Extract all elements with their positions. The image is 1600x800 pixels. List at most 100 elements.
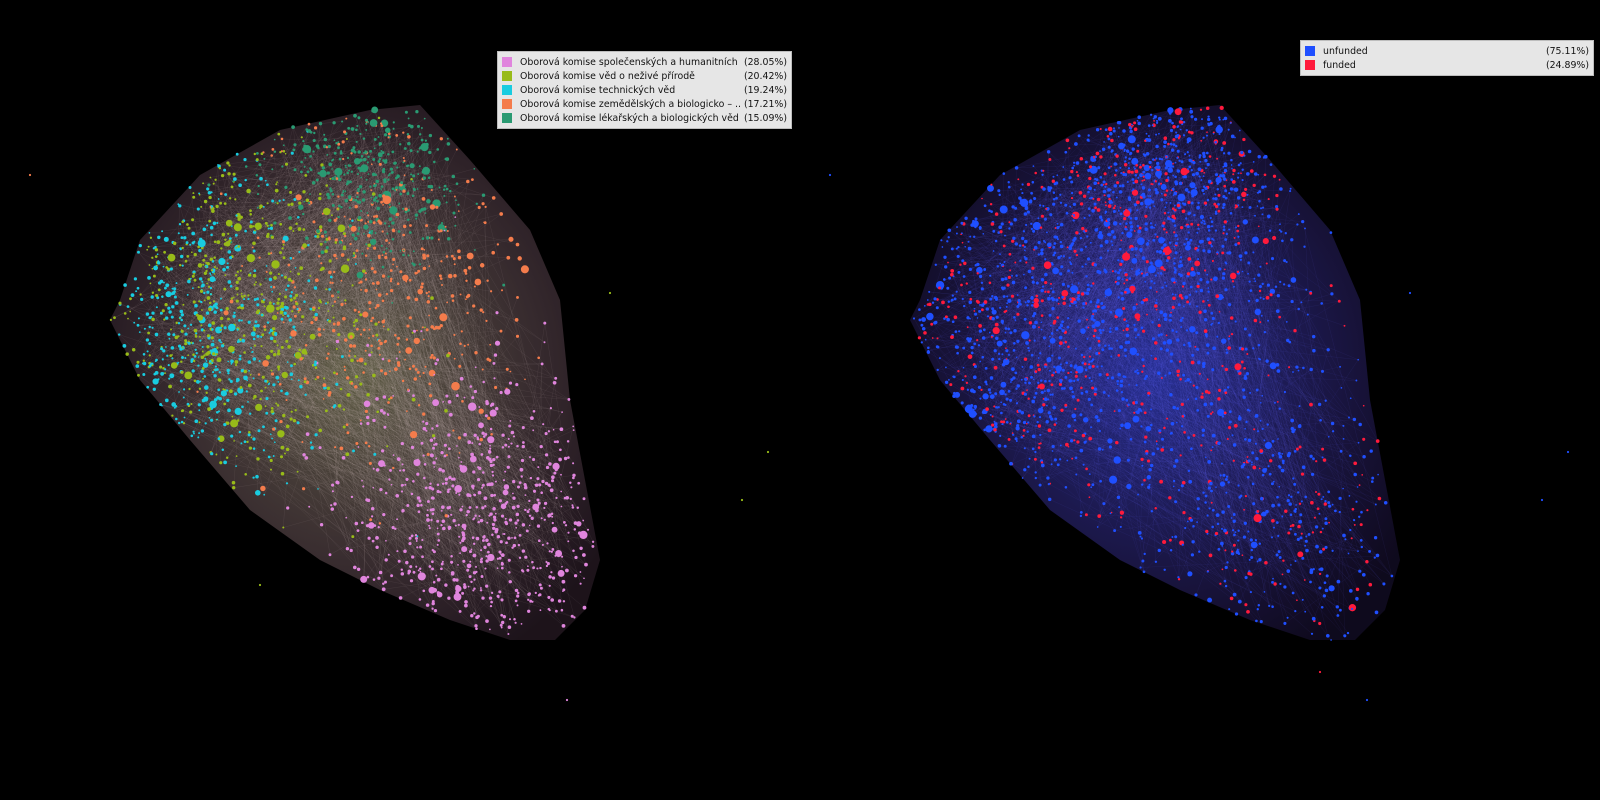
graph-node xyxy=(451,299,455,302)
graph-node xyxy=(1147,391,1151,396)
graph-node xyxy=(229,284,233,288)
graph-node xyxy=(1101,448,1104,451)
graph-node xyxy=(1176,156,1179,160)
graph-node xyxy=(547,430,551,433)
graph-node xyxy=(1256,205,1259,207)
graph-node xyxy=(1129,347,1138,356)
graph-node xyxy=(430,353,434,357)
graph-node xyxy=(1201,361,1206,366)
graph-node xyxy=(247,401,249,403)
graph-node xyxy=(544,432,548,436)
graph-node xyxy=(540,362,544,366)
graph-node xyxy=(366,421,370,426)
graph-node xyxy=(230,419,239,428)
graph-node xyxy=(1042,336,1046,340)
graph-node xyxy=(1070,196,1074,200)
graph-node xyxy=(1133,327,1138,332)
graph-node xyxy=(447,488,450,492)
graph-node xyxy=(143,327,146,330)
graph-node xyxy=(483,221,485,224)
graph-node xyxy=(980,388,983,392)
graph-node xyxy=(1243,327,1247,331)
graph-node xyxy=(1248,206,1252,209)
graph-node xyxy=(1160,266,1164,270)
graph-node xyxy=(1004,403,1007,407)
graph-node xyxy=(1169,318,1172,322)
graph-node xyxy=(152,378,159,385)
graph-node xyxy=(537,594,541,597)
graph-node xyxy=(1207,299,1209,302)
graph-node xyxy=(1051,179,1055,183)
graph-node xyxy=(235,364,238,367)
graph-node xyxy=(422,420,425,423)
graph-node xyxy=(1091,364,1095,368)
graph-node xyxy=(1123,318,1126,321)
network-graph-right-canvas xyxy=(828,105,1570,702)
graph-node xyxy=(1259,496,1264,501)
graph-node xyxy=(1141,256,1146,260)
graph-node xyxy=(208,360,212,363)
graph-node xyxy=(207,323,212,328)
graph-node xyxy=(205,391,208,394)
graph-node xyxy=(207,285,211,288)
graph-node xyxy=(1145,452,1149,455)
graph-node xyxy=(431,601,435,606)
graph-node xyxy=(167,253,176,262)
graph-node xyxy=(352,252,356,255)
graph-node xyxy=(1283,585,1287,589)
graph-node xyxy=(1171,536,1174,538)
graph-node xyxy=(1278,315,1281,319)
graph-node xyxy=(491,533,494,536)
graph-node xyxy=(468,494,472,498)
graph-node xyxy=(1258,199,1261,203)
graph-node xyxy=(1312,348,1316,353)
graph-node xyxy=(383,372,388,376)
graph-node xyxy=(956,351,959,355)
graph-node xyxy=(332,328,336,333)
graph-node xyxy=(371,109,375,113)
graph-node xyxy=(1104,288,1113,297)
graph-node xyxy=(426,300,431,304)
graph-node xyxy=(206,261,210,266)
graph-node xyxy=(1223,528,1227,533)
graph-node xyxy=(1054,227,1057,229)
graph-node xyxy=(285,482,289,485)
graph-node xyxy=(407,141,411,146)
graph-node xyxy=(552,380,557,385)
graph-node xyxy=(1206,131,1208,134)
graph-node xyxy=(1130,170,1134,174)
graph-node xyxy=(290,410,293,413)
graph-node xyxy=(440,510,443,512)
graph-node xyxy=(133,321,136,324)
graph-node xyxy=(421,237,425,240)
graph-node xyxy=(1259,207,1263,210)
graph-node xyxy=(1267,465,1270,468)
graph-node xyxy=(252,337,256,341)
graph-node xyxy=(1295,447,1299,451)
graph-node xyxy=(1188,302,1191,306)
graph-node xyxy=(385,292,389,296)
graph-node xyxy=(1199,160,1202,163)
graph-node xyxy=(1305,535,1308,538)
graph-node xyxy=(1357,441,1360,444)
graph-node xyxy=(1287,284,1291,288)
graph-node xyxy=(1002,244,1006,248)
graph-node xyxy=(328,259,332,263)
graph-node xyxy=(1093,309,1098,313)
graph-node xyxy=(417,569,420,572)
graph-node xyxy=(227,250,232,254)
graph-node xyxy=(1184,380,1187,383)
graph-node xyxy=(341,455,346,460)
graph-node xyxy=(571,504,574,507)
graph-node xyxy=(142,353,146,356)
graph-node xyxy=(328,270,332,275)
graph-node xyxy=(1352,518,1356,522)
graph-node xyxy=(1050,383,1054,387)
graph-node xyxy=(484,432,488,436)
graph-node xyxy=(1133,166,1135,168)
graph-node xyxy=(481,596,485,600)
graph-node xyxy=(122,344,127,348)
graph-node xyxy=(1181,202,1184,205)
graph-node xyxy=(287,277,292,282)
graph-node xyxy=(1173,245,1176,248)
